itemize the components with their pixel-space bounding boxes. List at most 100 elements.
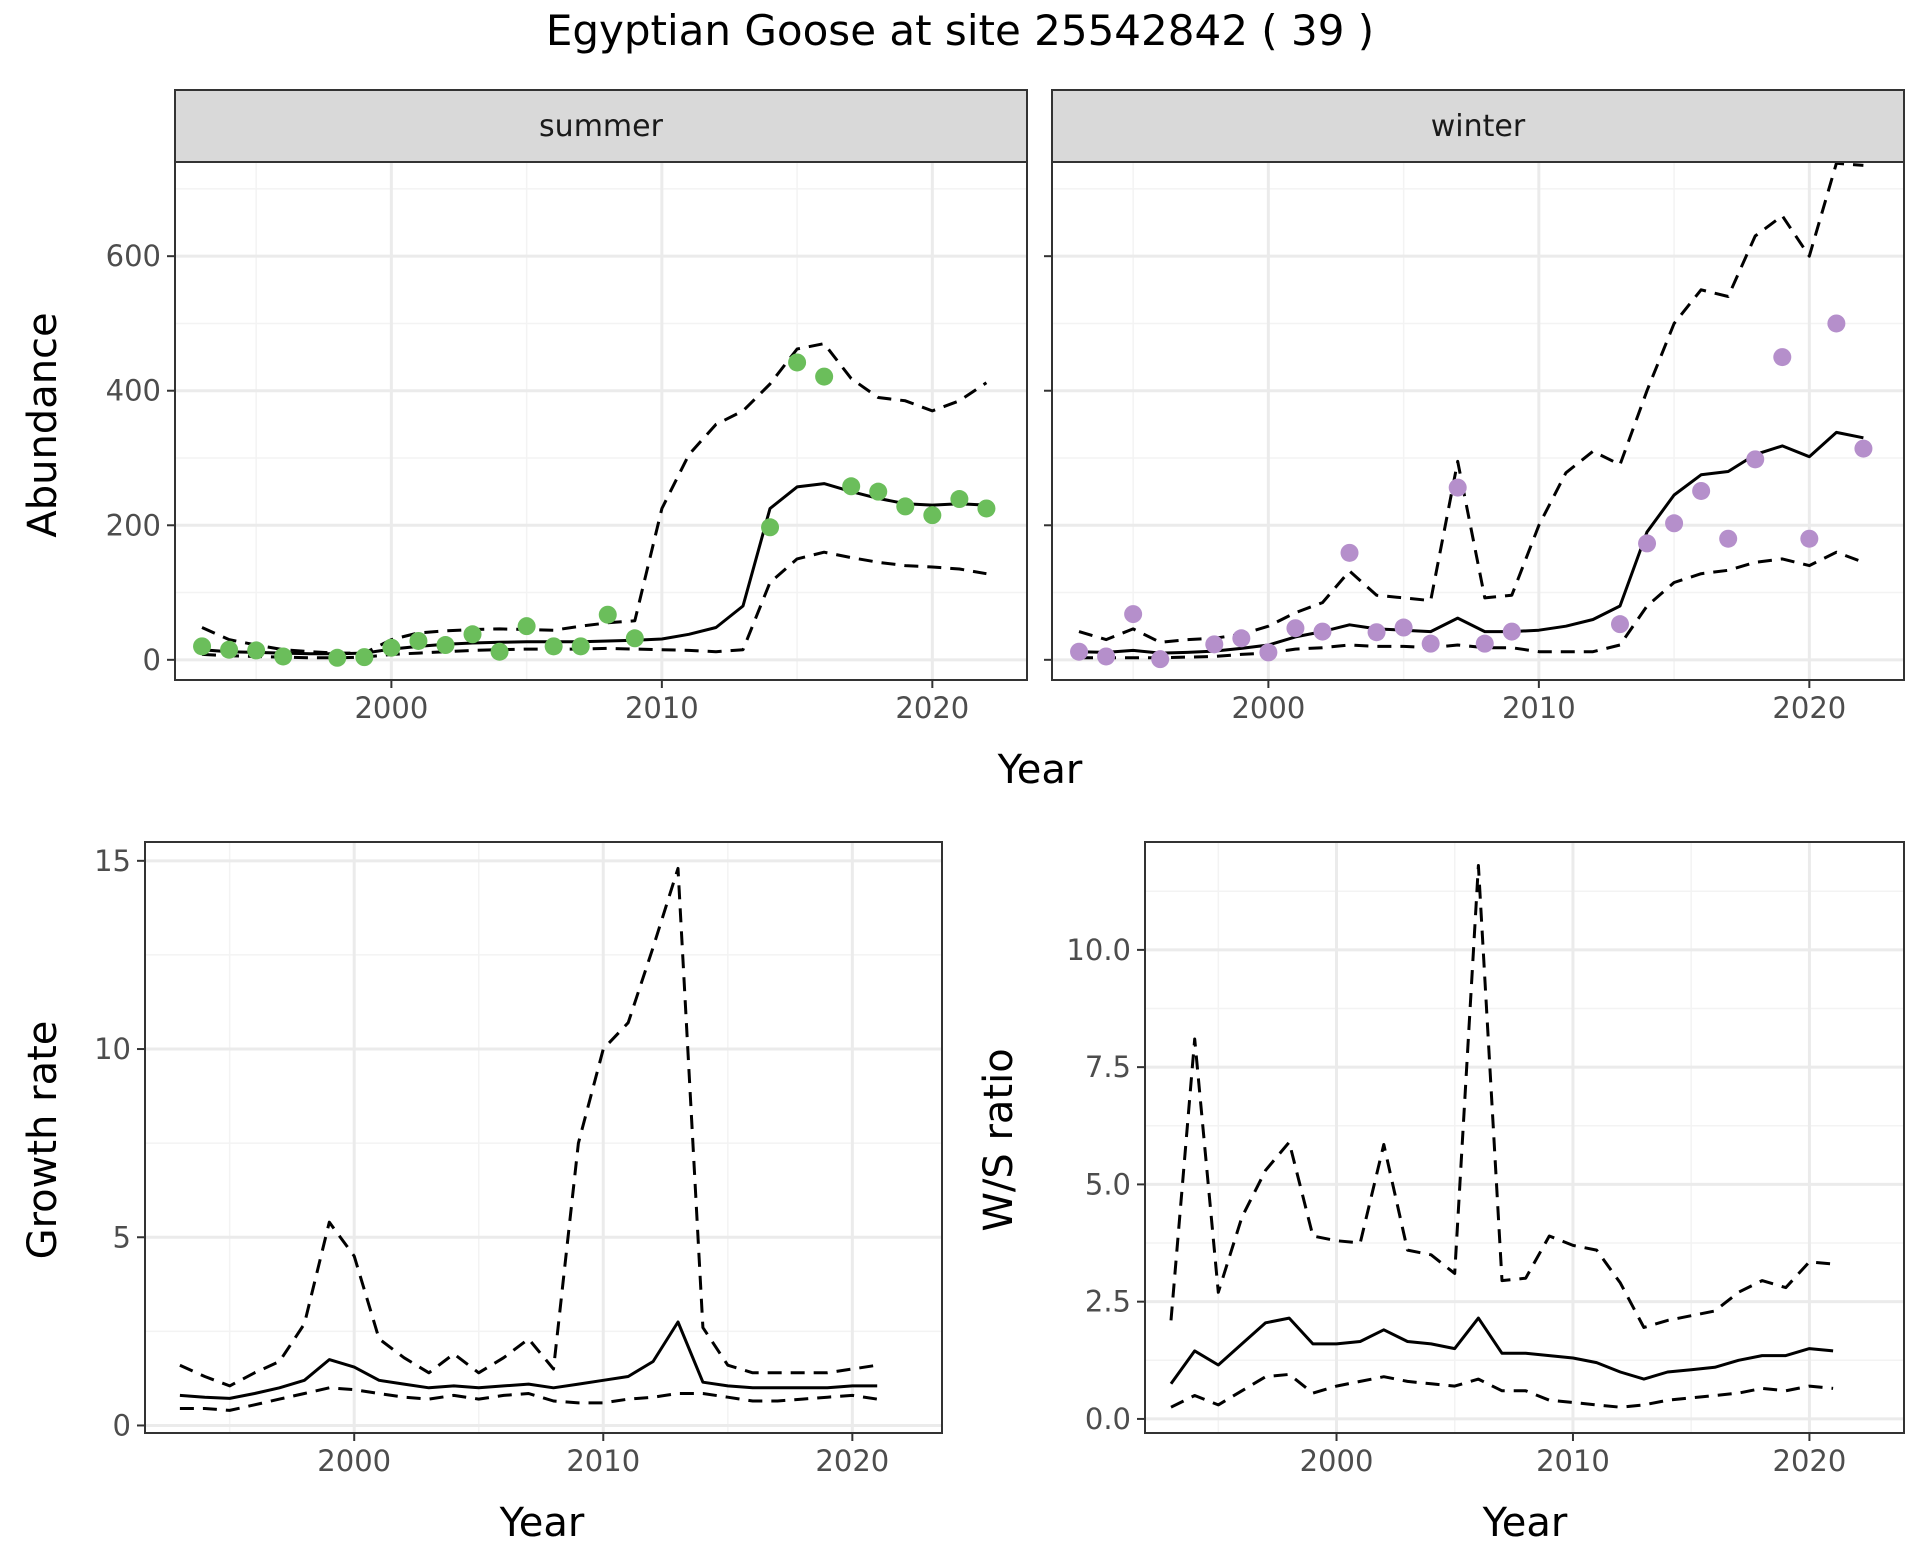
y-tick-label: 2.5 (1085, 1285, 1131, 1319)
data-point (761, 518, 780, 537)
data-point (328, 648, 347, 667)
ratio-x-axis-label: Year (1482, 1500, 1568, 1546)
data-point (355, 648, 374, 667)
data-point (1719, 529, 1738, 548)
y-tick-label: 5 (113, 1220, 131, 1254)
y-tick-label: 400 (106, 374, 161, 408)
plot-background (1145, 842, 1904, 1433)
plot-background (1052, 162, 1904, 680)
data-point (869, 482, 888, 501)
series-line-upper (1169, 864, 1834, 1329)
figure-title: Egyptian Goose at site 25542842 ( 39 ) (546, 6, 1374, 55)
data-point (1367, 623, 1386, 642)
y-tick-label: 0 (143, 643, 161, 677)
series-line-lower (201, 550, 987, 660)
data-point (1394, 618, 1413, 637)
data-point (274, 647, 293, 666)
data-point (1286, 619, 1305, 638)
data-point (1665, 514, 1684, 533)
panel-ws-ratio: 2000 2010 2020 0.0 2.5 5.0 7.5 10.0 Year W/S ra… (976, 841, 1905, 1546)
x-tick-label: 2010 (1502, 691, 1576, 725)
y-tick-label: 0.0 (1085, 1402, 1131, 1436)
data-point (409, 631, 428, 650)
series-line-lower (1170, 1372, 1834, 1409)
x-tick-label: 2000 (1300, 1444, 1374, 1478)
data-point (544, 637, 563, 656)
data-point (1070, 642, 1089, 661)
data-point (1097, 647, 1116, 666)
data-point (598, 605, 617, 624)
data-point (1638, 534, 1657, 553)
strip-label-winter: winter (1431, 109, 1526, 144)
x-tick-label: 2010 (566, 1444, 640, 1478)
data-point (220, 640, 239, 659)
data-point (923, 506, 942, 525)
plot-area-ws-ratio: 2000 2010 2020 0.0 2.5 5.0 7.5 10.0 (1066, 841, 1905, 1478)
plot-background (175, 162, 1027, 680)
data-point (436, 636, 455, 655)
y-tick-label: 5.0 (1085, 1167, 1131, 1201)
data-point (1827, 314, 1846, 333)
panel-border (1051, 161, 1905, 681)
data-point (463, 625, 482, 644)
series-line-lower (179, 1386, 878, 1412)
top-x-axis-label: Year (997, 747, 1083, 793)
y-tick-label: 600 (106, 239, 161, 273)
panel-growth-rate: 2000 2010 2020 0 5 10 15 Year Growth rate (20, 841, 943, 1546)
plot-area-summer: 2000 2010 2020 0 200 400 600 (106, 161, 1028, 725)
data-point (788, 353, 807, 372)
x-tick-label: 2000 (1231, 691, 1305, 725)
y-tick-label: 10.0 (1066, 933, 1131, 967)
data-point (896, 497, 915, 516)
x-tick-label: 2010 (1536, 1444, 1610, 1478)
data-point (1259, 643, 1278, 662)
data-point (625, 629, 644, 648)
data-point (1448, 478, 1467, 497)
panel-border (144, 841, 943, 1434)
series-line-fitted (1169, 1316, 1834, 1385)
series-line-upper (179, 866, 878, 1388)
strip-summer (174, 89, 1028, 163)
y-tick-label: 200 (106, 508, 161, 542)
data-point (1773, 348, 1792, 367)
data-point (1313, 622, 1332, 641)
data-point (571, 637, 590, 656)
data-point (1124, 605, 1143, 624)
series-line-upper (1078, 161, 1864, 644)
panel-summer: summer 2000 2010 2020 0 200 400 600 (106, 89, 1028, 725)
data-point (382, 638, 401, 657)
panel-winter: winter 2000 2010 2020 (1044, 89, 1905, 725)
y-tick-label: 7.5 (1085, 1050, 1131, 1084)
data-point (247, 641, 266, 660)
data-point (1502, 622, 1521, 641)
data-point (1746, 450, 1765, 469)
panel-border (174, 161, 1028, 681)
growth-y-axis-label: Growth rate (20, 1021, 66, 1260)
y-tick-label: 15 (94, 844, 131, 878)
data-point (842, 477, 861, 496)
y-tick-label: 10 (94, 1032, 131, 1066)
data-point (193, 637, 212, 656)
x-tick-label: 2000 (317, 1444, 391, 1478)
data-point (1611, 615, 1629, 634)
data-point (1692, 481, 1711, 500)
x-tick-label: 2020 (895, 691, 969, 725)
data-point (1340, 543, 1359, 562)
top-y-axis-label: Abundance (20, 312, 66, 537)
data-point (490, 642, 509, 661)
data-point (950, 490, 969, 509)
data-point (1854, 439, 1873, 458)
data-point (1232, 629, 1251, 648)
data-point (1151, 650, 1170, 669)
x-tick-label: 2010 (625, 691, 699, 725)
strip-label-summer: summer (539, 109, 664, 144)
x-tick-label: 2020 (815, 1444, 889, 1478)
plot-area-growth-rate: 2000 2010 2020 0 5 10 15 (94, 841, 943, 1478)
panel-border (1144, 841, 1905, 1434)
data-point (1205, 635, 1224, 654)
data-point (1475, 634, 1494, 653)
data-point (815, 367, 834, 386)
data-point (977, 499, 996, 518)
data-point (1421, 634, 1440, 653)
